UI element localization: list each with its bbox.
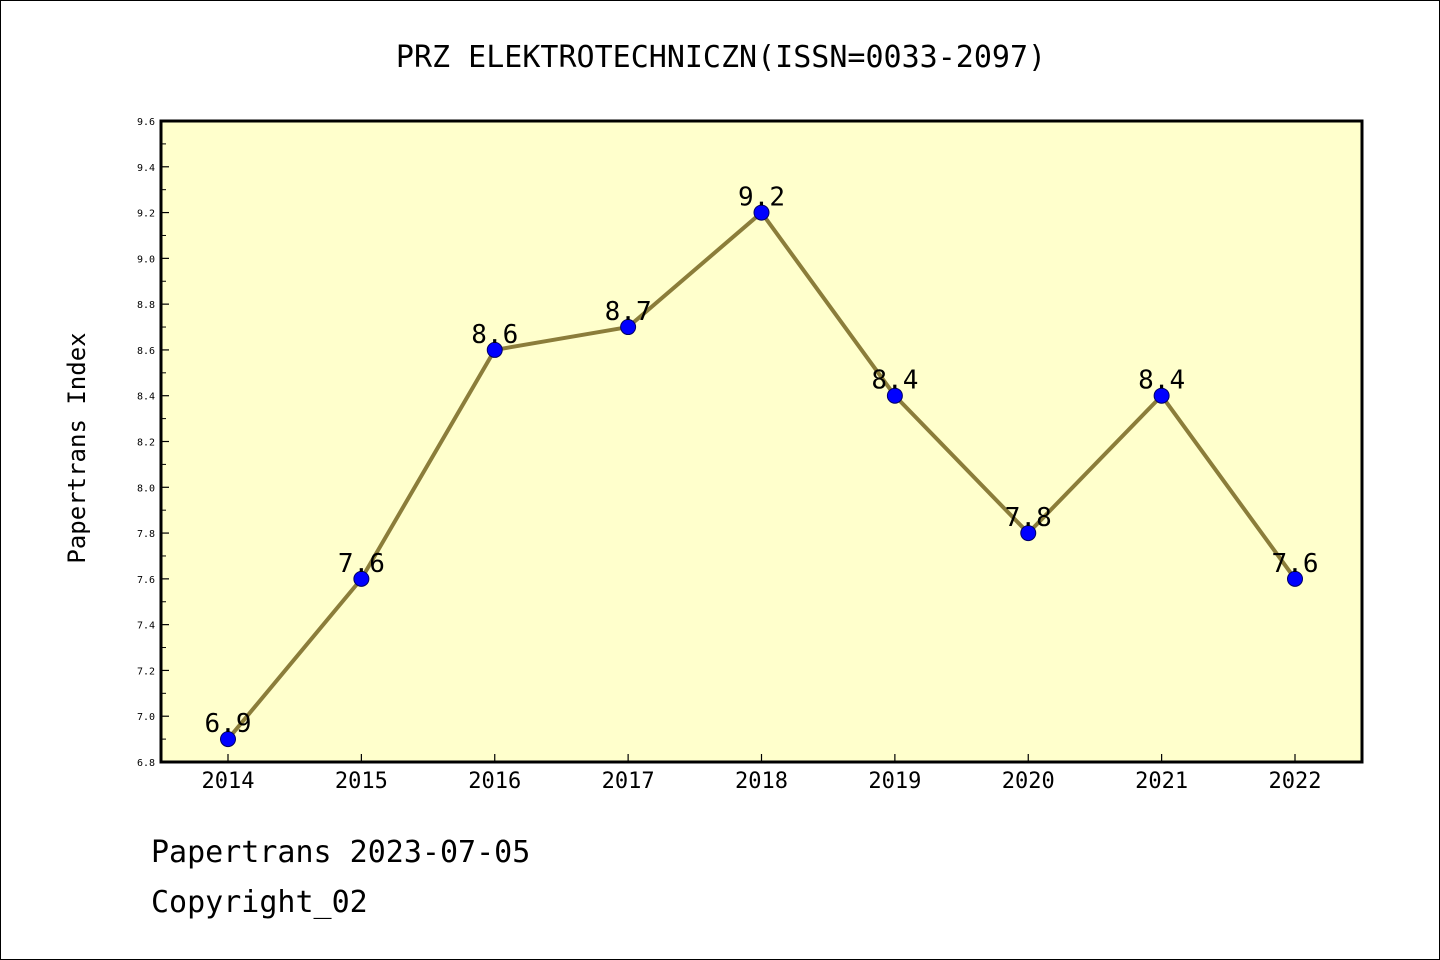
y-tick-label: 8.2 (137, 438, 155, 449)
data-label: 8.6 (471, 320, 518, 350)
y-tick-label: 8.0 (137, 483, 155, 494)
series-group (220, 204, 1303, 748)
plot-area (159, 119, 1364, 764)
data-label: 7.6 (338, 549, 385, 579)
data-point (886, 387, 903, 404)
data-labels: 6.9 7.6 8.6 8.7 9.2 8.4 7.8 8.4 7.6 (205, 183, 1319, 740)
y-tick-label: 7.8 (137, 529, 155, 540)
x-tick-label: 2014 (202, 769, 255, 794)
x-tick-label: 2019 (868, 769, 921, 794)
x-ticks: 2014 2015 2016 2017 2018 2019 2020 2021 2022 (202, 754, 1322, 794)
y-ticks: 6.8 7.0 7.2 7.4 7.6 7.8 8.0 8.2 8.4 8.6 8.8 9.0 9.2 9… (137, 117, 169, 769)
data-label: 8.4 (1138, 366, 1185, 396)
x-tick-label: 2018 (735, 769, 788, 794)
y-tick-label: 9.2 (137, 209, 155, 220)
data-label: 8.4 (871, 366, 918, 396)
y-tick-label: 7.4 (137, 621, 155, 632)
y-tick-label: 8.8 (137, 300, 155, 311)
data-point (753, 204, 770, 221)
y-tick-label: 7.0 (137, 712, 155, 723)
y-axis-label: Papertrans Index (63, 332, 91, 563)
y-tick-label: 8.6 (137, 346, 155, 357)
y-tick-label: 8.4 (137, 392, 155, 403)
data-label: 7.6 (1272, 549, 1319, 579)
y-tick-label: 7.2 (137, 666, 155, 677)
data-label: 6.9 (205, 709, 252, 739)
data-point (486, 341, 503, 358)
data-label: 9.2 (738, 183, 785, 213)
data-point (353, 570, 370, 587)
y-tick-label: 9.0 (137, 254, 155, 265)
footer-date: Papertrans 2023-07-05 (151, 835, 531, 870)
x-tick-label: 2017 (602, 769, 655, 794)
data-point (1020, 525, 1037, 542)
data-point (620, 319, 637, 336)
y-tick-label: 7.6 (137, 575, 155, 586)
data-label: 7.8 (1005, 503, 1052, 533)
x-tick-label: 2015 (335, 769, 388, 794)
x-tick-label: 2021 (1135, 769, 1188, 794)
y-tick-label: 9.6 (137, 117, 155, 128)
x-tick-label: 2020 (1002, 769, 1055, 794)
y-tick-label: 9.4 (137, 163, 155, 174)
y-tick-label: 6.8 (137, 758, 155, 769)
chart-title: PRZ ELEKTROTECHNICZN(ISSN=0033-2097) (396, 40, 1046, 75)
data-label: 8.7 (605, 297, 652, 327)
data-point (1287, 570, 1303, 587)
x-tick-label: 2016 (468, 769, 521, 794)
x-tick-label: 2022 (1269, 769, 1322, 794)
footer-copyright: Copyright_02 (151, 885, 368, 920)
data-point (220, 731, 236, 748)
data-point (1153, 387, 1170, 404)
